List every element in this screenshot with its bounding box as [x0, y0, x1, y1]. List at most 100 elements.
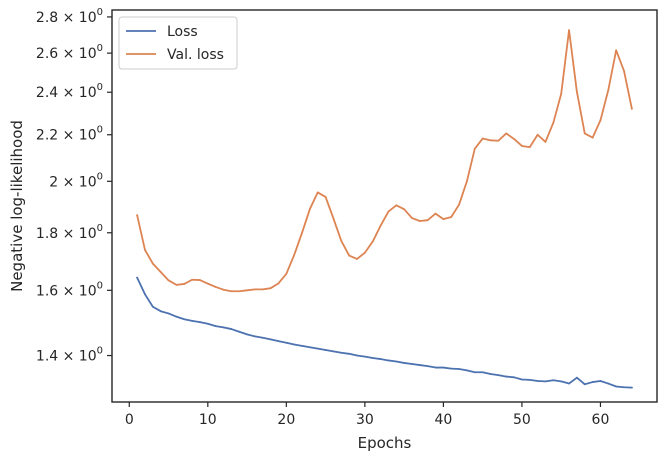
data-point-val-loss	[583, 132, 586, 135]
data-point-val-loss	[521, 145, 523, 147]
data-point-loss	[450, 367, 453, 370]
data-point-val-loss	[356, 258, 358, 260]
series-layer	[136, 29, 633, 389]
data-point-loss	[363, 355, 366, 358]
data-point-val-loss	[246, 289, 248, 292]
data-point-val-loss	[528, 146, 531, 149]
data-point-loss	[544, 380, 547, 383]
data-point-val-loss	[159, 271, 162, 273]
data-point-loss	[513, 376, 515, 379]
data-point-loss	[379, 358, 382, 360]
data-point-loss	[473, 371, 476, 374]
data-point-loss	[151, 305, 154, 308]
data-point-val-loss	[136, 214, 139, 217]
data-point-val-loss	[473, 147, 476, 150]
data-point-loss	[238, 330, 241, 333]
data-point-val-loss	[348, 254, 351, 257]
data-point-val-loss	[395, 204, 398, 207]
data-point-loss	[528, 378, 531, 381]
data-point-loss	[309, 346, 311, 349]
data-point-loss	[222, 326, 225, 329]
x-tick-label: 50	[513, 412, 531, 428]
data-point-loss	[387, 359, 390, 362]
legend: Loss Val. loss	[118, 16, 238, 70]
data-point-loss	[583, 383, 586, 386]
data-point-loss	[261, 336, 264, 339]
data-point-val-loss	[214, 286, 217, 288]
y-axis-label: Negative log-likelihood	[8, 120, 26, 292]
legend-label-loss: Loss	[167, 24, 198, 40]
data-point-val-loss	[418, 220, 421, 222]
data-point-val-loss	[387, 210, 390, 213]
data-point-val-loss	[285, 272, 288, 275]
data-point-val-loss	[324, 196, 327, 198]
data-point-loss	[214, 325, 217, 327]
data-point-loss	[418, 364, 421, 366]
data-point-loss	[521, 378, 523, 381]
data-point-loss	[607, 382, 610, 385]
data-point-loss	[175, 315, 178, 318]
data-point-val-loss	[481, 137, 484, 140]
data-point-loss	[411, 363, 413, 365]
data-point-val-loss	[591, 136, 594, 139]
data-point-val-loss	[536, 133, 539, 136]
x-tick-label: 60	[592, 412, 610, 428]
y-ticks: 1.4 × 100 1.6 × 100 1.8 × 100 2 × 100 2.2 × …	[36, 7, 112, 365]
x-tick-label: 30	[356, 412, 374, 428]
data-point-loss	[426, 365, 429, 368]
data-point-val-loss	[167, 279, 170, 282]
plot-background	[112, 10, 657, 402]
data-point-loss	[505, 375, 508, 378]
data-point-loss	[191, 319, 194, 322]
data-point-val-loss	[466, 180, 468, 182]
legend-box	[118, 16, 238, 70]
series-line-loss	[136, 276, 633, 389]
data-point-loss	[615, 385, 618, 388]
y-tick-label: 2.4 × 100	[36, 82, 103, 101]
data-point-val-loss	[293, 254, 296, 256]
data-point-val-loss	[411, 217, 413, 219]
data-point-val-loss	[340, 240, 343, 242]
data-point-val-loss	[151, 262, 154, 265]
data-point-val-loss	[513, 138, 515, 140]
data-point-loss	[434, 366, 437, 369]
data-point-val-loss	[309, 208, 311, 210]
data-point-loss	[136, 276, 139, 279]
y-tick-label: 2 × 100	[49, 171, 103, 190]
data-point-loss	[481, 371, 484, 374]
data-point-val-loss	[261, 288, 264, 291]
data-point-loss	[403, 362, 406, 364]
data-point-val-loss	[552, 121, 555, 124]
data-point-loss	[246, 333, 248, 336]
data-point-loss	[301, 344, 303, 347]
data-point-val-loss	[623, 70, 625, 72]
data-point-val-loss	[426, 219, 429, 222]
data-point-val-loss	[505, 132, 508, 135]
data-point-val-loss	[254, 288, 256, 291]
data-point-val-loss	[576, 90, 578, 93]
data-point-val-loss	[371, 240, 374, 243]
data-point-val-loss	[403, 208, 406, 211]
data-point-val-loss	[222, 288, 225, 291]
data-point-val-loss	[497, 139, 500, 142]
data-point-loss	[568, 382, 570, 385]
data-point-val-loss	[144, 249, 146, 251]
data-point-loss	[285, 341, 288, 344]
data-point-val-loss	[301, 231, 303, 234]
data-point-loss	[293, 343, 296, 346]
data-point-val-loss	[238, 290, 241, 293]
data-point-loss	[630, 386, 633, 389]
data-point-val-loss	[544, 141, 547, 143]
data-point-val-loss	[206, 282, 209, 285]
data-point-loss	[466, 369, 468, 372]
data-point-loss	[277, 340, 280, 342]
data-point-loss	[183, 318, 186, 321]
data-point-val-loss	[607, 89, 610, 91]
data-point-val-loss	[434, 212, 437, 215]
data-point-val-loss	[199, 279, 201, 281]
data-point-val-loss	[458, 203, 460, 206]
data-point-val-loss	[489, 139, 492, 142]
data-point-val-loss	[316, 191, 319, 194]
